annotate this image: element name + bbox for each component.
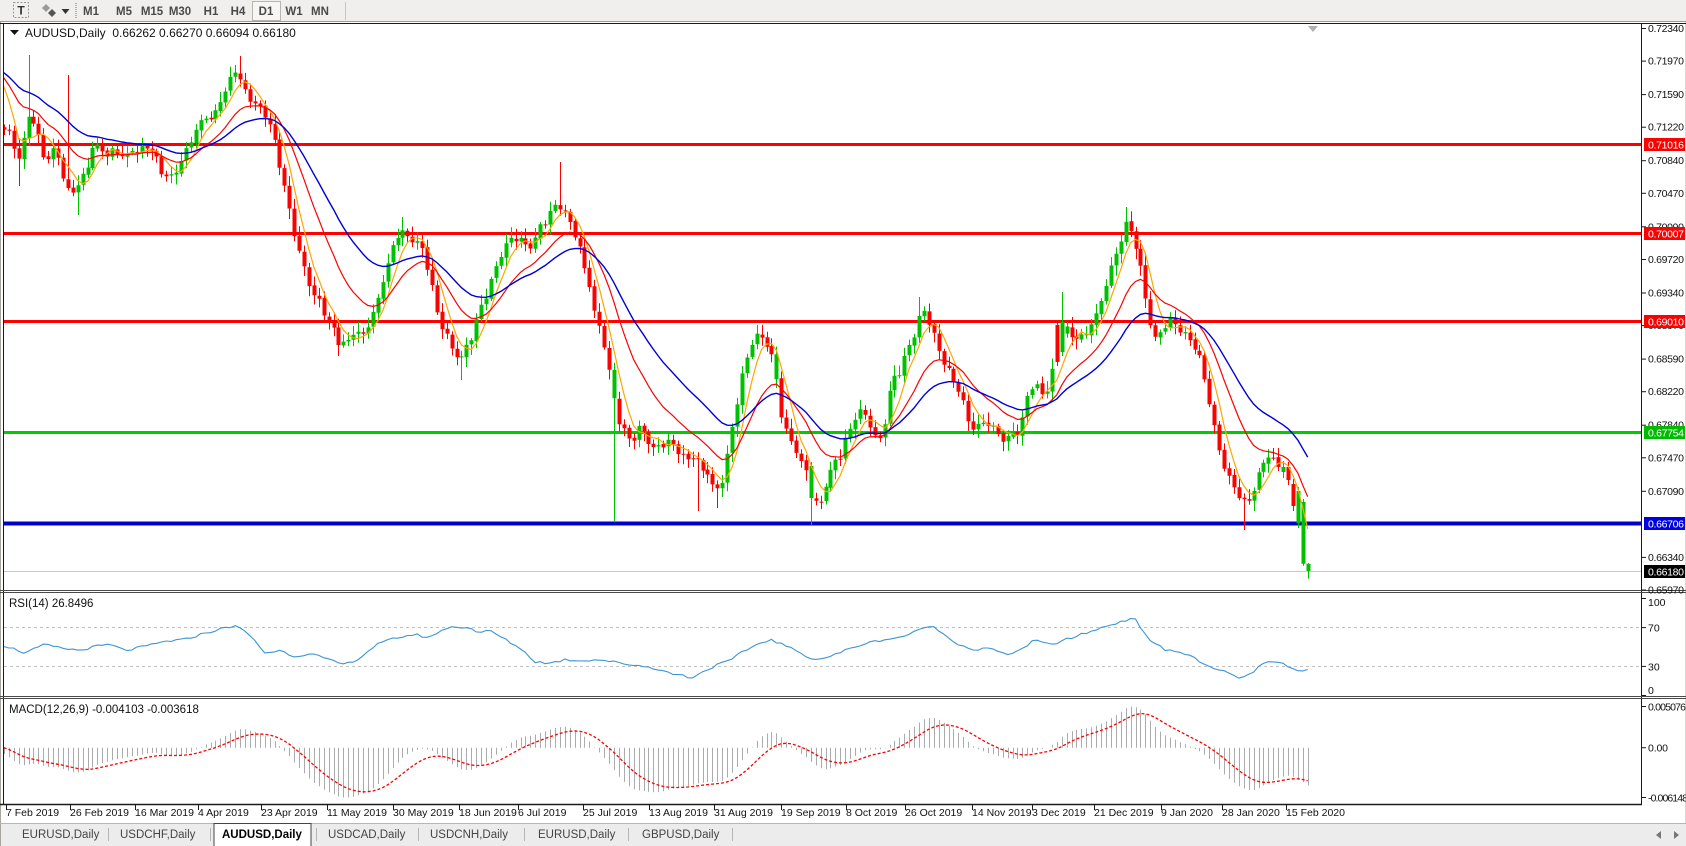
svg-text:8 Oct 2019: 8 Oct 2019 xyxy=(846,807,898,819)
svg-text:AUDUSD,Daily 0.66262 0.66270: AUDUSD,Daily 0.66262 0.66270 0.66094 0.6… xyxy=(25,26,296,40)
svg-text:0.66340: 0.66340 xyxy=(1648,552,1684,564)
svg-text:0.66180: 0.66180 xyxy=(1648,567,1684,579)
svg-text:0.66706: 0.66706 xyxy=(1648,519,1684,531)
svg-text:-0.006148: -0.006148 xyxy=(1648,793,1686,805)
svg-text:0.005076: 0.005076 xyxy=(1648,702,1686,714)
svg-text:0.70470: 0.70470 xyxy=(1648,188,1684,200)
svg-text:0.69010: 0.69010 xyxy=(1648,317,1684,329)
svg-text:0.69720: 0.69720 xyxy=(1648,254,1684,266)
svg-text:AUDUSD,Daily: AUDUSD,Daily xyxy=(222,829,302,841)
svg-text:9 Jan 2020: 9 Jan 2020 xyxy=(1161,807,1213,819)
svg-text:0.71970: 0.71970 xyxy=(1648,56,1684,68)
svg-text:0.67754: 0.67754 xyxy=(1648,428,1684,440)
svg-text:28 Jan 2020: 28 Jan 2020 xyxy=(1222,807,1280,819)
svg-text:H4: H4 xyxy=(231,6,246,18)
svg-text:D1: D1 xyxy=(259,6,274,18)
svg-text:RSI(14) 26.8496: RSI(14) 26.8496 xyxy=(9,598,93,610)
svg-text:18 Jun 2019: 18 Jun 2019 xyxy=(459,807,517,819)
svg-text:M5: M5 xyxy=(116,6,133,18)
svg-text:0.67470: 0.67470 xyxy=(1648,452,1684,464)
svg-text:USDCHF,Daily: USDCHF,Daily xyxy=(120,829,196,841)
svg-text:14 Nov 2019: 14 Nov 2019 xyxy=(972,807,1032,819)
svg-text:16 Mar 2019: 16 Mar 2019 xyxy=(135,807,194,819)
svg-text:0.72340: 0.72340 xyxy=(1648,23,1684,35)
svg-text:EURUSD,Daily: EURUSD,Daily xyxy=(538,829,616,841)
svg-text:0.71220: 0.71220 xyxy=(1648,122,1684,134)
svg-text:13 Aug 2019: 13 Aug 2019 xyxy=(649,807,708,819)
svg-text:25 Jul 2019: 25 Jul 2019 xyxy=(583,807,637,819)
svg-text:0.69340: 0.69340 xyxy=(1648,288,1684,300)
svg-text:0.70840: 0.70840 xyxy=(1648,155,1684,167)
svg-text:19 Sep 2019: 19 Sep 2019 xyxy=(781,807,841,819)
svg-text:7 Feb 2019: 7 Feb 2019 xyxy=(6,807,59,819)
svg-text:W1: W1 xyxy=(285,6,303,18)
svg-text:11 May 2019: 11 May 2019 xyxy=(327,807,387,819)
svg-text:6 Jul 2019: 6 Jul 2019 xyxy=(518,807,567,819)
svg-text:0.68590: 0.68590 xyxy=(1648,354,1684,366)
svg-text:0.65970: 0.65970 xyxy=(1648,585,1684,597)
svg-text:30 May 2019: 30 May 2019 xyxy=(393,807,454,819)
svg-text:30: 30 xyxy=(1648,661,1660,673)
svg-text:0.71016: 0.71016 xyxy=(1648,140,1684,152)
svg-text:MACD(12,26,9) -0.004103 -0.003: MACD(12,26,9) -0.004103 -0.003618 xyxy=(9,704,199,716)
svg-text:M15: M15 xyxy=(141,6,164,18)
svg-text:M1: M1 xyxy=(83,6,100,18)
svg-text:21 Dec 2019: 21 Dec 2019 xyxy=(1094,807,1154,819)
svg-text:100: 100 xyxy=(1648,597,1666,609)
svg-text:26 Oct 2019: 26 Oct 2019 xyxy=(905,807,962,819)
svg-text:GBPUSD,Daily: GBPUSD,Daily xyxy=(642,829,720,841)
svg-text:3 Dec 2019: 3 Dec 2019 xyxy=(1032,807,1086,819)
svg-text:31 Aug 2019: 31 Aug 2019 xyxy=(714,807,773,819)
svg-text:4 Apr 2019: 4 Apr 2019 xyxy=(198,807,249,819)
svg-text:70: 70 xyxy=(1648,623,1660,635)
svg-text:H1: H1 xyxy=(204,6,219,18)
svg-text:23 Apr 2019: 23 Apr 2019 xyxy=(261,807,318,819)
svg-text:0.70007: 0.70007 xyxy=(1648,229,1684,241)
svg-text:T: T xyxy=(17,4,25,18)
svg-text:USDCNH,Daily: USDCNH,Daily xyxy=(430,829,508,841)
svg-text:26 Feb 2019: 26 Feb 2019 xyxy=(70,807,129,819)
svg-text:0: 0 xyxy=(1648,685,1654,697)
svg-text:EURUSD,Daily: EURUSD,Daily xyxy=(22,829,100,841)
svg-text:0.68220: 0.68220 xyxy=(1648,386,1684,398)
svg-text:0.71590: 0.71590 xyxy=(1648,89,1684,101)
svg-text:USDCAD,Daily: USDCAD,Daily xyxy=(328,829,406,841)
svg-text:0.00: 0.00 xyxy=(1648,743,1668,755)
svg-text:0.67090: 0.67090 xyxy=(1648,486,1684,498)
svg-text:15 Feb 2020: 15 Feb 2020 xyxy=(1286,807,1345,819)
svg-text:M30: M30 xyxy=(169,6,191,18)
svg-text:MN: MN xyxy=(311,6,329,18)
